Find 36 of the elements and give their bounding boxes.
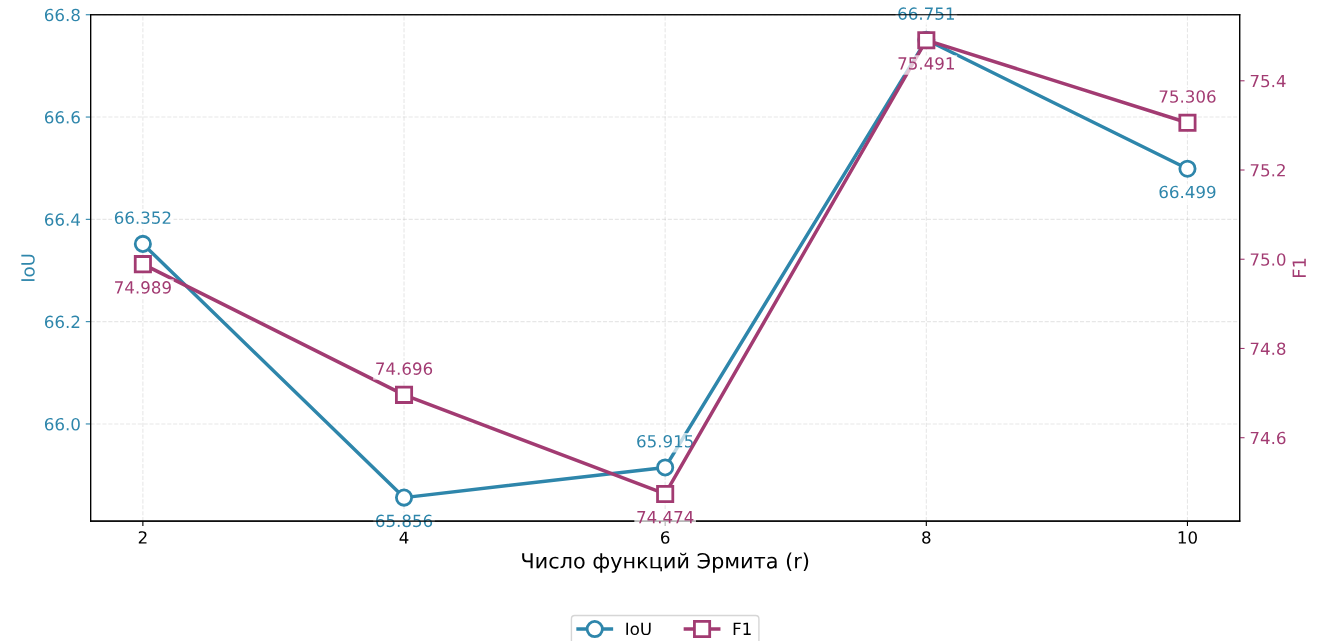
x-axis-title: Число функций Эрмита (r) (522, 552, 809, 573)
y-axis-title: IoU (21, 254, 35, 281)
legend-label: IoU (626, 622, 651, 636)
x-tick-label: 2 (138, 531, 147, 544)
point (394, 488, 414, 507)
point (394, 385, 414, 404)
data-label: 66.499 (1159, 185, 1216, 199)
y2-tick-label: 74.6 (1250, 431, 1286, 445)
y2-tick-label: 75.2 (1250, 163, 1285, 177)
y-tick-label: 66.6 (44, 111, 80, 124)
data-label: 74.474 (637, 511, 694, 524)
y-tick-label: 66.8 (44, 8, 80, 22)
data-label: 65.915 (637, 434, 693, 448)
point (133, 255, 152, 274)
point (656, 458, 675, 477)
data-label: 75.491 (898, 57, 954, 70)
y-tick-label: 66.4 (44, 213, 80, 226)
y2-tick-label: 75.0 (1250, 253, 1286, 266)
y-tick-label: 66.2 (44, 315, 80, 329)
point (1178, 159, 1197, 178)
data-label: 74.989 (115, 281, 171, 294)
data-label: 75.306 (1159, 90, 1216, 103)
legend-label: F1 (733, 622, 751, 635)
y2-tick-label: 74.8 (1250, 342, 1286, 356)
point (133, 234, 152, 253)
x-tick-label: 6 (661, 531, 670, 544)
y2-tick-label: 75.4 (1250, 74, 1286, 88)
x-tick-label: 10 (1178, 531, 1197, 544)
y-tick-label: 66.0 (44, 417, 80, 431)
point (1178, 113, 1197, 132)
x-tick-label: 4 (399, 531, 409, 544)
x-tick-label: 8 (922, 531, 931, 544)
y2-axis-title: F1 (1292, 258, 1306, 278)
point (656, 484, 675, 503)
data-label: 66.352 (114, 211, 171, 224)
data-label: 74.696 (376, 362, 433, 375)
